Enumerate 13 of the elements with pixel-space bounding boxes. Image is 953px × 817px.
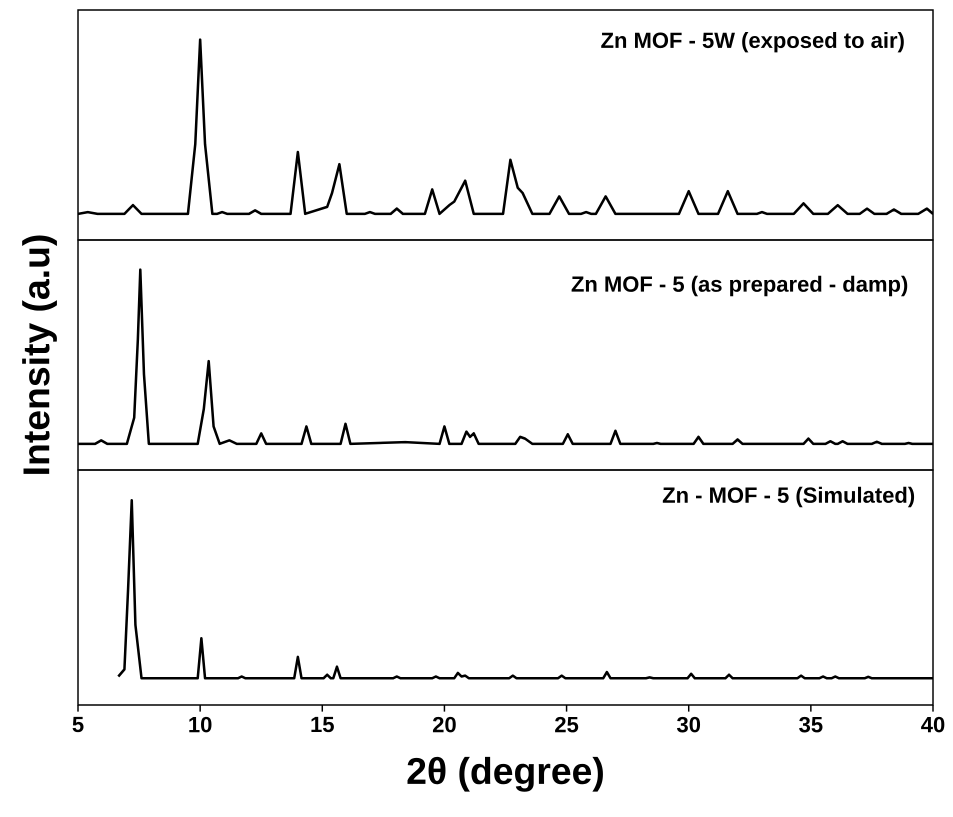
x-tick-label: 20 (432, 716, 456, 732)
annotation: Zn MOF - 5W (exposed to air) (601, 32, 904, 52)
x-tick-label: 30 (676, 716, 700, 732)
x-axis-title: 2θ (degree) (408, 756, 603, 792)
x-tick-label: 35 (799, 716, 822, 732)
annotation: Zn MOF - 5 (as prepared - damp) (572, 276, 908, 296)
x-tick-label: 5 (72, 716, 84, 732)
x-tick-label: 15 (311, 716, 334, 732)
x-tick-label: 10 (189, 716, 212, 732)
y-axis-title: Intensity (a.u) (22, 236, 57, 474)
annotation: Zn - MOF - 5 (Simulated) (662, 486, 914, 508)
x-tick-label: 40 (921, 716, 944, 732)
x-tick-label: 25 (555, 716, 578, 732)
